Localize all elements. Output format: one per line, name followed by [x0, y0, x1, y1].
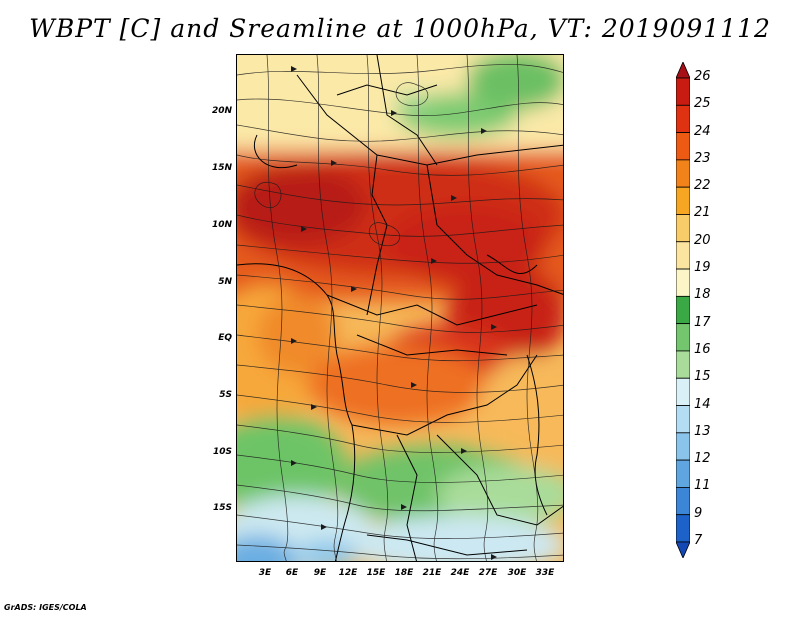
- colorbar-segment: [676, 241, 690, 270]
- colorbar-label: 21: [694, 205, 711, 221]
- x-tick-label-18e: 18E: [394, 568, 414, 578]
- colorbar-segment: [676, 405, 690, 434]
- streamlines: [237, 55, 563, 561]
- wbpt-shading: [237, 55, 563, 561]
- colorbar-label: 20: [694, 232, 711, 248]
- colorbar-segment: [676, 159, 690, 188]
- x-tick-label-24e: 24E: [450, 568, 470, 578]
- y-tick-label-15n: 15N: [211, 163, 232, 173]
- colorbar-label: 17: [694, 314, 711, 330]
- colorbar-label: 25: [694, 96, 711, 112]
- colorbar-segment: [676, 432, 690, 461]
- colorbar-segment: [676, 186, 690, 215]
- colorbar-segment: [676, 295, 690, 325]
- colorbar-label: 7: [694, 533, 703, 548]
- x-tick-label-6e: 6E: [285, 568, 299, 578]
- colorbar-segment: [676, 377, 690, 406]
- x-tick-label-21e: 21E: [422, 568, 442, 578]
- colorbar-label: 26: [694, 69, 711, 84]
- x-tick-label-9e: 9E: [313, 568, 327, 578]
- grads-credit: GrADS: IGES/COLA: [4, 603, 87, 612]
- y-tick-label-5n: 5N: [218, 277, 232, 287]
- x-tick-label-30e: 30E: [507, 568, 527, 578]
- colorbar-label: 13: [694, 423, 711, 439]
- y-tick-label-10n: 10N: [211, 220, 232, 230]
- y-tick-label-10s: 10S: [212, 447, 232, 457]
- colorbar-segment: [676, 487, 690, 516]
- x-tick-label-33e: 33E: [535, 568, 555, 578]
- colorbar-label: 15: [694, 369, 711, 385]
- colorbar-segment-bottom: [676, 541, 690, 558]
- x-tick-label-15e: 15E: [366, 568, 386, 578]
- colorbar-label: 14: [694, 396, 711, 412]
- map-field: [237, 55, 563, 561]
- colorbar-segment: [676, 514, 690, 543]
- colorbar-label: 16: [694, 341, 711, 357]
- colorbar-segment: [676, 104, 690, 133]
- colorbar-segment: [676, 214, 690, 243]
- colorbar-segment: [676, 132, 690, 161]
- stream-arrows: [291, 66, 497, 560]
- colorbar: [676, 62, 690, 558]
- colorbar-segment-top: [676, 62, 690, 79]
- colorbar-segment: [676, 459, 690, 488]
- y-tick-label-eq: EQ: [218, 333, 232, 343]
- colorbar-label: 19: [694, 260, 711, 276]
- colorbar-label: 22: [694, 178, 711, 194]
- colorbar-label: 23: [694, 150, 711, 166]
- x-tick-label-3e: 3E: [258, 568, 272, 578]
- colorbar-label: 18: [694, 287, 711, 303]
- colorbar-segment: [676, 77, 690, 106]
- chart-title: WBPT [C] and Sreamline at 1000hPa, VT: 2…: [29, 14, 771, 43]
- colorbar-segment: [676, 323, 690, 352]
- x-tick-label-27e: 27E: [478, 568, 498, 578]
- colorbar-segment: [676, 268, 690, 297]
- colorbar-label: 12: [694, 451, 711, 467]
- y-tick-label-5s: 5S: [219, 390, 232, 400]
- x-tick-label-12e: 12E: [338, 568, 358, 578]
- colorbar-label: 9: [694, 505, 703, 521]
- colorbar-segment: [676, 350, 690, 379]
- y-tick-label-20n: 20N: [211, 106, 232, 116]
- colorbar-label: 11: [694, 478, 711, 494]
- map-panel: [236, 54, 564, 562]
- y-tick-label-15s: 15S: [212, 503, 232, 513]
- colorbar-label: 24: [694, 123, 711, 139]
